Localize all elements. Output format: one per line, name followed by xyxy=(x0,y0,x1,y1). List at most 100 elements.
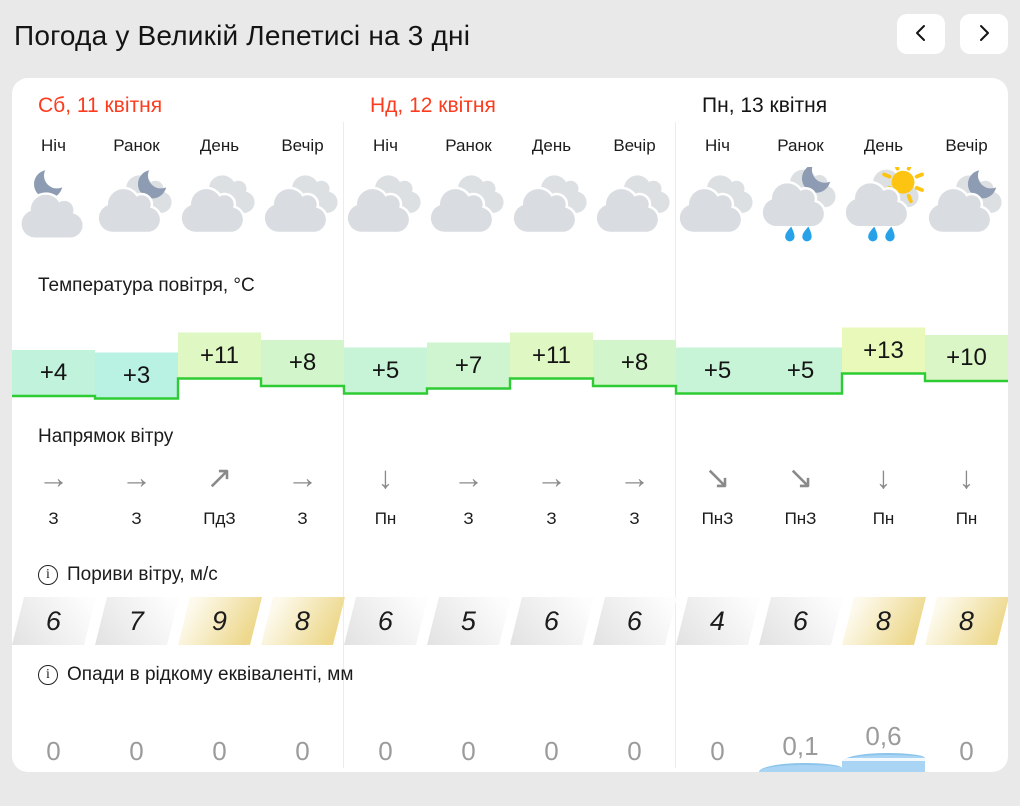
wind-arrow-icon: ↘ xyxy=(787,460,814,495)
gust-value: 6 xyxy=(626,605,643,636)
gust-block: 9 xyxy=(177,597,262,645)
wind-gusts-row: 6 7 9 8 6 5 6 6 4 6 8 8 xyxy=(12,597,1008,645)
precip-value: 0 xyxy=(46,736,61,766)
wind-arrow-icon: → xyxy=(287,460,318,495)
time-of-day-label: День xyxy=(863,136,904,155)
page-header: Погода у Великій Лепетисі на 3 дні xyxy=(0,0,1020,65)
precip-cell: 0 xyxy=(178,687,261,772)
wind-section-text: Напрямок вітру xyxy=(38,426,174,447)
next-day-button[interactable] xyxy=(960,14,1008,54)
weather-clouds-moon-icon xyxy=(95,166,178,248)
gust-cell: 6 xyxy=(758,597,843,645)
gust-cell: 6 xyxy=(343,597,428,645)
gust-cell: 8 xyxy=(841,597,926,645)
gust-block: 6 xyxy=(592,597,677,645)
dates-row: Сб, 11 квітня Нд, 12 квітня Пн, 13 квітн… xyxy=(12,94,1008,122)
wind-direction-label: ПдЗ xyxy=(203,509,236,528)
weather-clouds-moon-rain-icon xyxy=(759,166,842,248)
temperature-value: +5 xyxy=(786,356,815,384)
precip-cell: 0 xyxy=(676,687,759,772)
gust-value: 6 xyxy=(377,605,394,636)
day-date: Нд, 12 квітня xyxy=(370,94,496,117)
wind-directions-row: З З ПдЗ З Пн З З З ПнЗ ПнЗ Пн Пн xyxy=(12,509,1008,533)
gusts-section-label: i Пориви вітру, м/с xyxy=(12,563,1008,587)
wind-section-label: Напрямок вітру xyxy=(12,425,1008,449)
wind-direction-label: З xyxy=(131,509,142,528)
wind-direction-label: З xyxy=(297,509,308,528)
precip-value: 0,6 xyxy=(865,721,902,751)
precip-cell: 0 xyxy=(344,687,427,772)
precip-cell: 0,6 xyxy=(842,687,925,772)
info-icon[interactable]: i xyxy=(38,565,58,585)
wind-arrows-row: → → ↗ → ↓ → → → ↘ ↘ ↓ ↓ xyxy=(12,461,1008,497)
gust-block: 6 xyxy=(758,597,843,645)
temperature-value: +7 xyxy=(454,351,483,379)
weather-clouds-sun-rain-icon xyxy=(842,166,925,248)
temperature-value: +3 xyxy=(122,361,151,389)
gust-block: 8 xyxy=(841,597,926,645)
weather-clouds-icon xyxy=(510,166,593,248)
temperature-section-text: Температура повітря, °C xyxy=(38,275,255,296)
temperature-value: +5 xyxy=(371,356,400,384)
gust-block: 7 xyxy=(94,597,179,645)
weather-clouds-icon xyxy=(427,166,510,248)
gust-value: 8 xyxy=(958,605,975,636)
gust-cell: 6 xyxy=(509,597,594,645)
day-date: Сб, 11 квітня xyxy=(38,94,163,117)
wind-direction-label: З xyxy=(463,509,474,528)
gust-cell: 5 xyxy=(426,597,511,645)
time-of-day-label: День xyxy=(199,136,240,155)
wind-direction-label: ПнЗ xyxy=(701,509,734,528)
gust-block: 6 xyxy=(509,597,594,645)
day-date: Пн, 13 квітня xyxy=(702,94,828,117)
precipitation-row: 0 0 0 0 0 0 0 0 0 0,1 0,6 0 xyxy=(12,687,1008,772)
temperature-value: +10 xyxy=(946,344,987,371)
day-divider xyxy=(675,122,676,768)
weather-clouds-icon xyxy=(261,166,344,248)
wind-arrow-icon: ↓ xyxy=(377,460,394,495)
wind-direction-label: Пн xyxy=(872,509,895,528)
precip-value: 0 xyxy=(129,736,144,766)
chevron-right-icon xyxy=(976,24,992,45)
temperature-value: +4 xyxy=(39,359,68,386)
prev-day-button[interactable] xyxy=(897,14,945,54)
temperature-value: +5 xyxy=(703,356,732,384)
precip-value: 0 xyxy=(461,736,476,766)
chevron-left-icon xyxy=(913,24,929,45)
gust-block: 8 xyxy=(260,597,345,645)
gust-cell: 8 xyxy=(260,597,345,645)
temperature-section-label: Температура повітря, °C xyxy=(12,274,1008,298)
weather-icons-row xyxy=(12,166,1008,248)
wind-arrow-icon: → xyxy=(619,460,650,495)
temperature-chart-svg xyxy=(12,327,1008,400)
precip-value: 0 xyxy=(710,736,725,766)
temperature-value: +11 xyxy=(200,341,239,369)
gust-value: 9 xyxy=(211,605,228,636)
time-of-day-label: Ніч xyxy=(373,136,398,155)
precip-value: 0 xyxy=(627,736,642,766)
precip-value: 0 xyxy=(544,736,559,766)
time-of-day-label: Ранок xyxy=(445,136,492,155)
precip-cell: 0 xyxy=(510,687,593,772)
wind-arrow-icon: ↗ xyxy=(206,460,233,495)
gust-cell: 8 xyxy=(924,597,1008,645)
weather-clouds-icon xyxy=(593,166,676,248)
precip-bar xyxy=(842,753,925,772)
time-of-day-label: Вечір xyxy=(281,136,324,155)
wind-direction-label: З xyxy=(629,509,640,528)
temperature-value: +8 xyxy=(620,349,649,376)
forecast-card: Сб, 11 квітня Нд, 12 квітня Пн, 13 квітн… xyxy=(12,78,1008,772)
gust-value: 6 xyxy=(543,605,560,636)
gust-value: 6 xyxy=(792,605,809,636)
precip-cell: 0 xyxy=(427,687,510,772)
precip-cell: 0 xyxy=(12,687,95,772)
time-of-day-row: Ніч Ранок День Вечір Ніч Ранок День Вечір Ніч Ран… xyxy=(12,136,1008,160)
time-of-day-label: Ранок xyxy=(113,136,160,155)
info-icon[interactable]: i xyxy=(38,665,58,685)
temperature-value: +8 xyxy=(288,349,317,376)
gust-cell: 9 xyxy=(177,597,262,645)
time-of-day-label: Ранок xyxy=(777,136,824,155)
precip-cell: 0,1 xyxy=(759,687,842,772)
gust-cell: 6 xyxy=(592,597,677,645)
temperature-value: +13 xyxy=(863,336,904,364)
